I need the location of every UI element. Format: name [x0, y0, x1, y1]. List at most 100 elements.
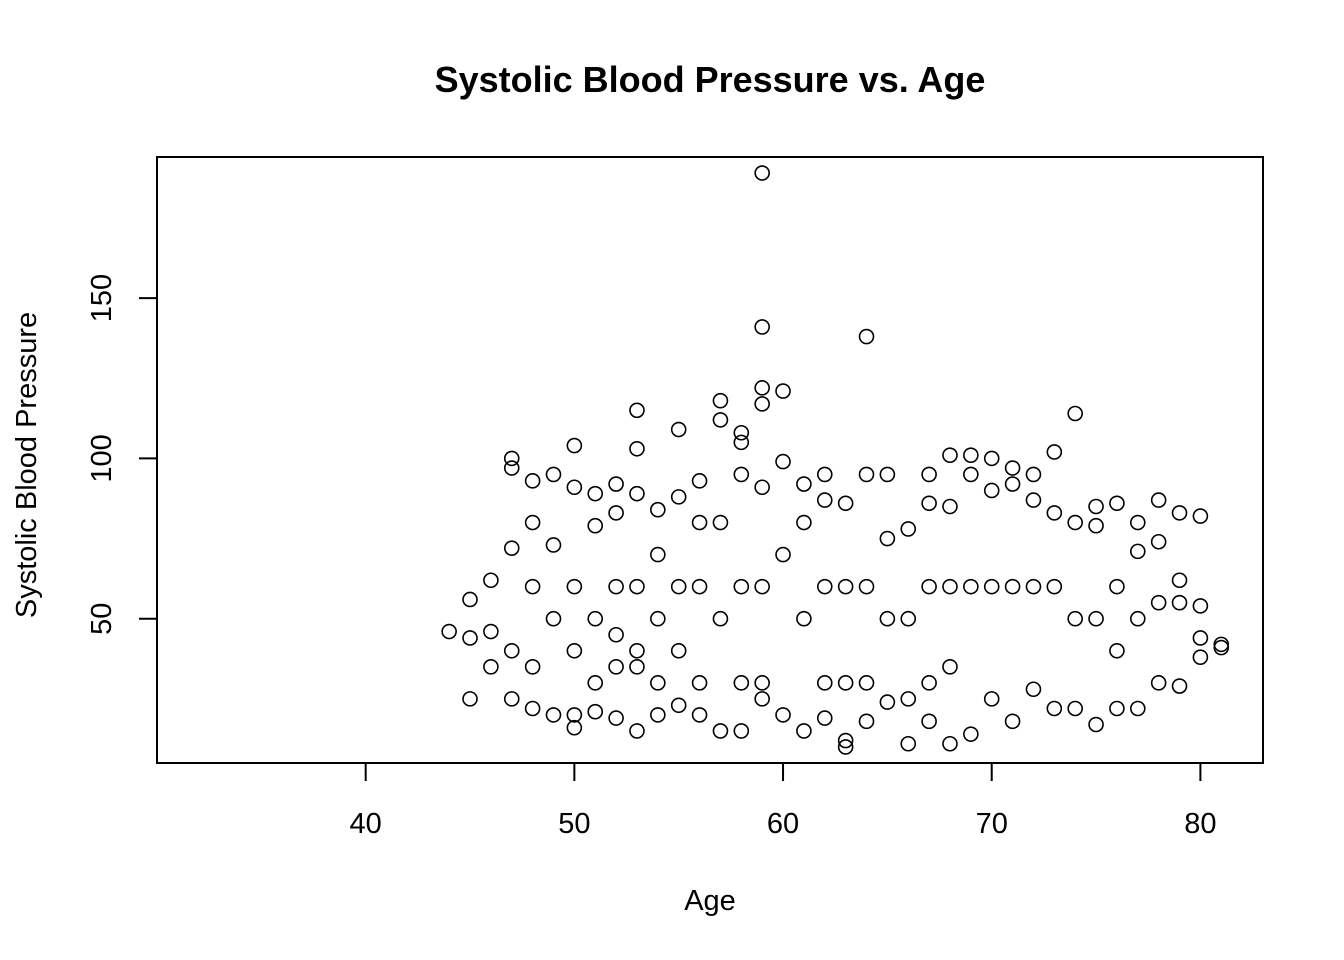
data-point [650, 501, 666, 518]
chart-title: Systolic Blood Pressure vs. Age [435, 59, 986, 100]
plot-area-frame [156, 156, 1264, 764]
data-point [963, 466, 979, 483]
data-point [483, 572, 499, 589]
data-point [608, 659, 624, 675]
data-point [670, 421, 687, 438]
data-point [1067, 514, 1083, 531]
data-point [503, 460, 520, 476]
data-point [816, 675, 833, 691]
data-point [1088, 517, 1104, 534]
data-point [900, 521, 917, 537]
y-tick-label: 150 [86, 274, 118, 322]
data-point [837, 578, 854, 595]
data-point [691, 707, 708, 723]
data-point [1192, 598, 1209, 614]
x-tick-label: 60 [767, 808, 799, 840]
data-point [879, 466, 896, 483]
x-axis-label: Age [684, 885, 736, 917]
x-tick-label: 40 [350, 808, 382, 840]
data-point [733, 675, 750, 691]
data-point [566, 578, 583, 595]
data-point [608, 505, 624, 521]
data-point [816, 578, 833, 595]
data-point [1109, 495, 1125, 512]
data-points [441, 165, 1230, 755]
data-point [796, 723, 812, 739]
x-tick-label: 70 [976, 808, 1008, 840]
data-point [1046, 444, 1063, 460]
data-point [983, 482, 1000, 499]
data-point [921, 713, 937, 730]
data-point [1129, 610, 1146, 627]
data-point [1109, 642, 1125, 659]
data-point [816, 710, 833, 726]
data-point [670, 578, 687, 595]
data-point [524, 659, 541, 675]
data-point [629, 578, 645, 595]
data-point [629, 723, 645, 739]
data-point [837, 495, 854, 512]
data-point [503, 642, 520, 659]
y-tick-label: 100 [86, 434, 118, 482]
data-point [566, 719, 583, 736]
data-point [691, 578, 708, 595]
data-point [942, 447, 958, 463]
data-point [1192, 630, 1209, 646]
data-point [441, 623, 457, 640]
data-point [879, 610, 896, 627]
data-point [796, 476, 812, 492]
data-point [942, 498, 958, 515]
data-point [566, 437, 583, 454]
data-point [775, 383, 791, 399]
data-point [837, 732, 854, 749]
data-point [858, 328, 875, 345]
data-point [921, 578, 937, 595]
data-point [733, 578, 750, 595]
data-point [629, 485, 645, 502]
data-point [566, 479, 583, 496]
data-point [587, 485, 604, 502]
data-point [754, 319, 770, 335]
data-point [462, 591, 478, 608]
data-point [670, 489, 687, 505]
data-point [1046, 505, 1063, 521]
data-point [879, 530, 896, 547]
data-point [545, 466, 562, 483]
data-point [900, 691, 917, 707]
data-point [712, 392, 729, 409]
data-point [983, 578, 1000, 595]
data-point [983, 450, 1000, 467]
data-point [754, 691, 770, 707]
data-point [963, 726, 979, 742]
data-point [1025, 492, 1042, 508]
data-point [691, 473, 708, 489]
data-point [483, 659, 499, 675]
data-point [587, 517, 604, 534]
y-tick-label: 50 [86, 603, 118, 635]
x-axis: 40 50 60 70 80 [350, 762, 1217, 840]
data-point [1192, 649, 1209, 665]
data-point [1171, 572, 1188, 589]
data-point [629, 642, 645, 659]
data-point [545, 610, 562, 627]
data-point [712, 610, 729, 627]
data-point [921, 466, 937, 483]
data-point [942, 578, 958, 595]
data-point [837, 675, 854, 691]
data-point [1004, 713, 1021, 730]
data-point [858, 713, 875, 730]
data-point [1025, 578, 1042, 595]
data-point [1171, 678, 1188, 694]
data-point [691, 514, 708, 531]
data-point [837, 739, 854, 755]
data-point [1213, 636, 1230, 653]
data-point [754, 396, 770, 412]
data-point [712, 412, 729, 428]
data-point [545, 707, 562, 723]
data-point [1004, 578, 1021, 595]
data-point [1088, 716, 1104, 733]
data-point [900, 610, 917, 627]
data-point [796, 610, 812, 627]
data-point [1213, 639, 1230, 656]
data-point [712, 723, 729, 739]
